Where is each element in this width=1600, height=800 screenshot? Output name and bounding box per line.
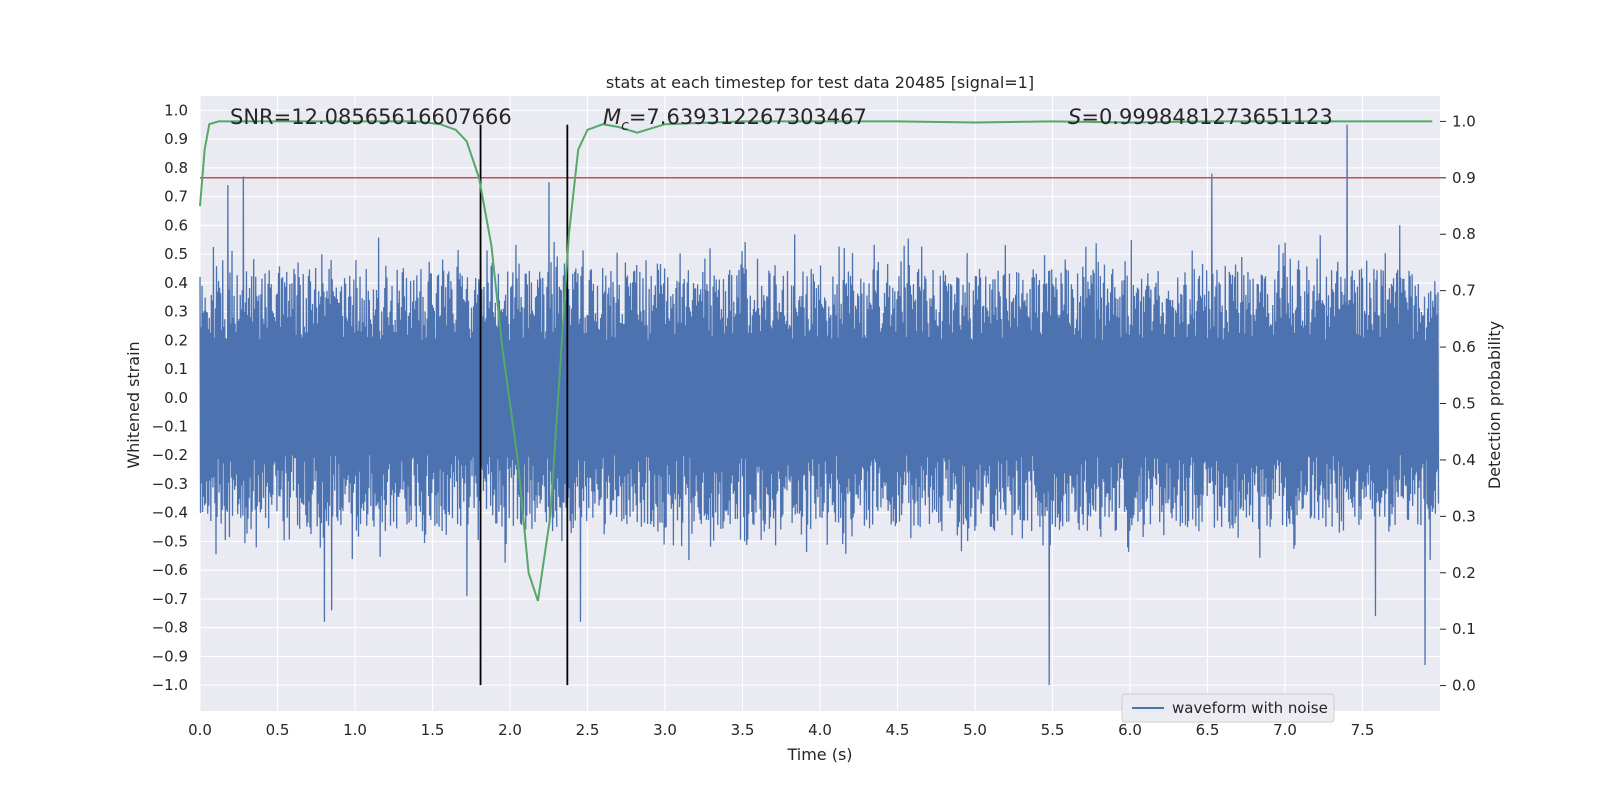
snr-annotation: SNR=12.08565616607666 (230, 105, 512, 129)
x-tick-label: 7.5 (1351, 721, 1375, 739)
y-tick-label-left: −0.2 (152, 446, 188, 464)
y-tick-label-right: 0.5 (1452, 395, 1476, 413)
y-tick-label-right: 0.1 (1452, 620, 1476, 638)
y-tick-label-left: −0.6 (152, 561, 188, 579)
x-tick-label: 6.5 (1196, 721, 1220, 739)
chirp-mass-subscript: c (621, 118, 629, 134)
legend-entry: waveform with noise (1172, 699, 1328, 717)
y-tick-label-right: 0.9 (1452, 169, 1476, 187)
y-tick-label-right: 0.3 (1452, 507, 1476, 525)
y-tick-label-right: 0.0 (1452, 677, 1476, 695)
x-tick-label: 2.0 (498, 721, 522, 739)
x-tick-label: 5.0 (963, 721, 987, 739)
x-tick-label: 3.5 (731, 721, 755, 739)
x-axis-label: Time (s) (786, 745, 852, 764)
x-tick-label: 1.5 (421, 721, 445, 739)
strain-series (199, 124, 1440, 686)
y-tick-label-right: 0.6 (1452, 338, 1476, 356)
y-tick-label-left: −0.5 (152, 532, 188, 550)
y-tick-label-left: 0.8 (164, 159, 188, 177)
y-ticks-left: −1.0 −0.9 −0.8 −0.7 −0.6 −0.5 −0.4 −0.3 −0.2 −0.1… (152, 101, 188, 694)
y-axis-label-right: Detection probability (1485, 321, 1504, 489)
y-tick-label-left: −0.4 (152, 504, 188, 522)
chirp-mass-annotation: Mc=7.639312267303467 (603, 105, 867, 134)
y-tick-label-right: 0.7 (1452, 282, 1476, 300)
chirp-mass-value: =7.639312267303467 (629, 105, 867, 129)
y-tick-label-left: 0.0 (164, 389, 188, 407)
y-axis-label-left: Whitened strain (124, 341, 143, 468)
y-tick-label-left: −0.3 (152, 475, 188, 493)
y-tick-label-left: −0.8 (152, 619, 188, 637)
x-tick-label: 1.0 (343, 721, 367, 739)
y-tick-label-left: 1.0 (164, 101, 188, 119)
strain-line (199, 124, 1440, 686)
x-tick-label: 4.0 (808, 721, 832, 739)
legend: waveform with noise (1121, 693, 1335, 723)
x-ticks: 0.0 0.5 1.0 1.5 2.0 2.5 3.0 3.5 4.0 4.5 5.0 5.5 6.0 6… (188, 721, 1374, 739)
score-symbol: S (1068, 105, 1081, 129)
score-annotation: S=0.9998481273651123 (1068, 105, 1333, 129)
y-tick-label-left: 0.3 (164, 303, 188, 321)
y-tick-label-left: −0.9 (152, 647, 188, 665)
y-tick-label-left: 0.2 (164, 331, 188, 349)
x-tick-label: 4.5 (886, 721, 910, 739)
x-tick-label: 7.0 (1273, 721, 1297, 739)
x-tick-label: 2.5 (576, 721, 600, 739)
y-tick-label-left: −0.7 (152, 590, 188, 608)
y-tick-label-right: 0.4 (1452, 451, 1476, 469)
y-tick-label-left: 0.7 (164, 188, 188, 206)
legend-box (1121, 693, 1335, 723)
y-tick-label-right: 0.8 (1452, 225, 1476, 243)
score-value: =0.9998481273651123 (1081, 105, 1332, 129)
x-tick-label: 0.5 (266, 721, 290, 739)
y-tick-label-right: 1.0 (1452, 112, 1476, 130)
chart-title: stats at each timestep for test data 204… (606, 73, 1034, 92)
x-tick-label: 0.0 (188, 721, 212, 739)
y-tick-label-left: 0.9 (164, 130, 188, 148)
x-tick-label: 5.5 (1041, 721, 1065, 739)
y-tick-label-left: 0.6 (164, 216, 188, 234)
y-tick-label-right: 0.2 (1452, 564, 1476, 582)
chirp-mass-symbol: M (603, 105, 621, 129)
y-tick-label-left: 0.4 (164, 274, 188, 292)
overlay (199, 120, 1440, 686)
x-tick-label: 3.0 (653, 721, 677, 739)
y-ticks-right: 0.0 0.1 0.2 0.3 0.4 0.5 0.6 0.7 0.8 0.9 1.0 (1440, 112, 1476, 695)
x-tick-label: 6.0 (1118, 721, 1142, 739)
y-tick-label-left: −1.0 (152, 676, 188, 694)
y-tick-label-left: 0.1 (164, 360, 188, 378)
probability-line (199, 120, 1433, 602)
y-tick-label-left: −0.1 (152, 417, 188, 435)
y-tick-label-left: 0.5 (164, 245, 188, 263)
